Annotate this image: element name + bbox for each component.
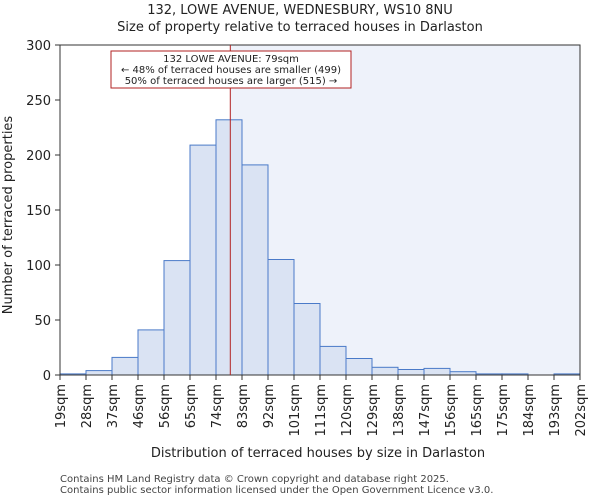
x-tick-label: 120sqm <box>340 384 355 437</box>
x-tick-label: 65sqm <box>184 384 199 428</box>
y-tick-label: 50 <box>34 314 51 329</box>
histogram-bar <box>241 164 269 376</box>
x-tick-label: 111sqm <box>314 384 329 437</box>
y-tick-label: 100 <box>26 259 51 274</box>
histogram-bar <box>215 119 243 376</box>
x-tick-label: 74sqm <box>210 384 225 428</box>
histogram-bar <box>345 358 373 376</box>
y-tick-label: 150 <box>26 204 51 219</box>
annotation-line-3: 50% of terraced houses are larger (515) … <box>125 76 338 87</box>
x-tick-label: 156sqm <box>444 384 459 437</box>
histogram-bar <box>293 303 321 376</box>
y-axis-label: Number of terraced properties <box>1 116 16 315</box>
histogram-bar <box>163 260 191 376</box>
histogram-bar <box>267 259 295 376</box>
x-tick-label: 147sqm <box>418 384 433 437</box>
x-tick-label: 193sqm <box>548 384 563 437</box>
histogram-bar <box>85 370 113 376</box>
footer-line-1: Contains HM Land Registry data © Crown c… <box>60 474 449 485</box>
histogram-bar <box>371 366 399 376</box>
annotation-box <box>110 50 352 89</box>
property-annotation: 132 LOWE AVENUE: 79sqm ← 48% of terraced… <box>110 50 352 89</box>
x-tick-label: 175sqm <box>496 384 511 437</box>
x-tick-label: 92sqm <box>262 384 277 428</box>
histogram-bar <box>189 144 217 376</box>
histogram-bar <box>319 345 347 376</box>
histogram-bar <box>111 356 139 376</box>
x-tick-label: 129sqm <box>366 384 381 437</box>
x-tick-label: 184sqm <box>522 384 537 437</box>
chart-title: 132, LOWE AVENUE, WEDNESBURY, WS10 8NU <box>147 3 453 18</box>
x-tick-label: 138sqm <box>392 384 407 437</box>
y-tick-label: 250 <box>26 94 51 109</box>
x-tick-label: 46sqm <box>132 384 147 428</box>
y-tick-label: 200 <box>26 149 51 164</box>
x-tick-label: 83sqm <box>236 384 251 428</box>
x-tick-label: 19sqm <box>54 384 69 428</box>
x-tick-label: 101sqm <box>288 384 303 437</box>
x-tick-label: 28sqm <box>80 384 95 428</box>
y-tick-label: 0 <box>43 369 51 384</box>
y-tick-label: 300 <box>26 39 51 54</box>
x-tick-label: 202sqm <box>574 384 589 437</box>
x-tick-label: 56sqm <box>158 384 173 428</box>
y-axis-ticks: 0 50 100 150 200 250 300 <box>26 39 60 384</box>
histogram-bar <box>423 367 451 376</box>
x-tick-label: 37sqm <box>106 384 121 428</box>
footer-line-2: Contains public sector information licen… <box>60 485 493 496</box>
histogram-bars <box>59 119 581 376</box>
histogram-bar <box>397 369 425 376</box>
annotation-line-2: ← 48% of terraced houses are smaller (49… <box>121 65 341 76</box>
annotation-line-1: 132 LOWE AVENUE: 79sqm <box>163 54 299 65</box>
x-axis-ticks: 19sqm 28sqm 37sqm 46sqm 56sqm 65sqm 74sqm 83sqm… <box>54 375 589 437</box>
histogram-bar <box>137 329 165 376</box>
x-tick-label: 165sqm <box>470 384 485 437</box>
chart-subtitle: Size of property relative to terraced ho… <box>117 20 483 35</box>
x-axis-label: Distribution of terraced houses by size … <box>151 446 485 461</box>
